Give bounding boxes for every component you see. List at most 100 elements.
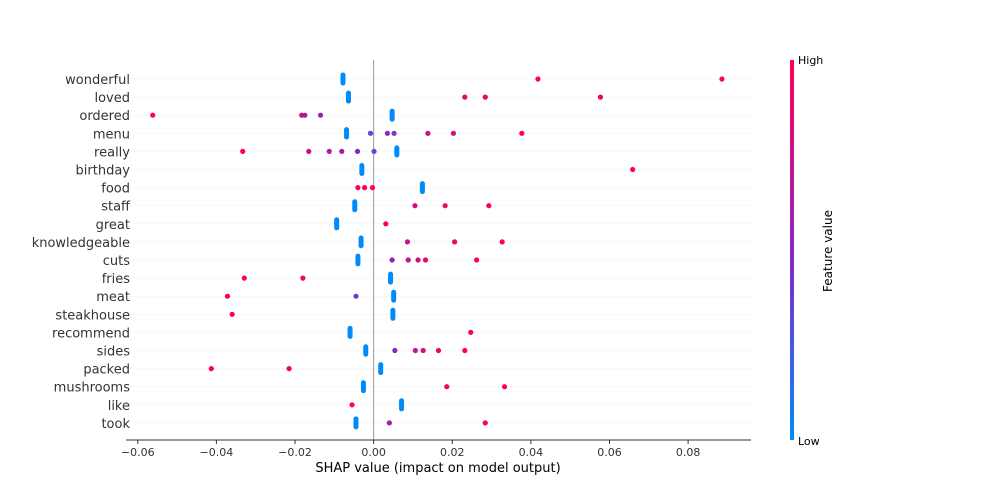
data-points [150, 72, 725, 430]
feature-label: wonderful [65, 73, 130, 88]
point-cluster [419, 181, 425, 195]
data-point [468, 329, 474, 335]
data-point [353, 293, 359, 299]
data-point [306, 148, 312, 154]
feature-label: really [94, 145, 130, 160]
data-point [415, 257, 421, 263]
data-point [486, 203, 492, 209]
x-tick-label: −0.02 [278, 446, 312, 459]
data-point [326, 148, 332, 154]
x-tick-label: 0.08 [676, 446, 701, 459]
data-point [302, 112, 308, 118]
colorbar: High Low Feature value [790, 54, 835, 448]
data-point [422, 257, 429, 263]
data-point [300, 275, 306, 281]
data-point [535, 76, 541, 82]
data-point [286, 366, 292, 372]
feature-label: fries [102, 272, 131, 287]
colorbar-low-label: Low [798, 435, 820, 448]
point-cluster [355, 253, 361, 267]
point-cluster [399, 398, 405, 412]
point-cluster [347, 325, 353, 339]
data-point [369, 185, 376, 191]
data-point [482, 420, 488, 426]
data-point [241, 275, 247, 281]
feature-label: knowledgeable [32, 236, 130, 251]
data-point [224, 293, 231, 299]
colorbar-gradient [790, 60, 794, 440]
x-tick-label: 0.06 [597, 446, 622, 459]
point-cluster [363, 344, 369, 357]
feature-label: meat [96, 290, 130, 305]
feature-label: packed [83, 363, 130, 378]
data-point [597, 94, 604, 100]
point-cluster [360, 380, 366, 394]
data-point [349, 402, 355, 408]
x-tick-label: −0.06 [121, 446, 155, 459]
data-point [482, 94, 488, 100]
feature-label: staff [101, 200, 131, 215]
feature-label: steakhouse [55, 308, 130, 323]
data-point [462, 94, 468, 100]
colorbar-title: Feature value [821, 210, 835, 292]
x-tick-label: −0.04 [200, 446, 234, 459]
feature-label: loved [94, 91, 130, 106]
data-point [362, 185, 368, 191]
data-point [412, 203, 418, 209]
point-cluster [345, 90, 351, 104]
point-cluster [378, 362, 384, 376]
point-cluster [359, 163, 365, 176]
data-point [462, 347, 468, 354]
data-point [474, 257, 480, 263]
feature-label: like [108, 399, 130, 414]
point-cluster [389, 108, 395, 122]
point-cluster [344, 127, 350, 140]
point-cluster [390, 307, 396, 321]
point-cluster [352, 199, 358, 213]
data-point [420, 347, 426, 354]
feature-label: sides [97, 345, 131, 360]
data-point [412, 347, 418, 354]
point-cluster [340, 72, 346, 86]
data-point [444, 384, 450, 390]
data-point [501, 384, 508, 390]
feature-label: mushrooms [54, 381, 131, 396]
x-axis-label: SHAP value (impact on model output) [315, 461, 560, 476]
colorbar-high-label: High [798, 54, 823, 67]
x-tick-label: 0.00 [361, 446, 386, 459]
x-tick-label: 0.04 [519, 446, 544, 459]
point-cluster [388, 271, 394, 285]
data-point [435, 347, 442, 354]
data-point [339, 148, 345, 154]
feature-label: ordered [79, 109, 130, 124]
point-cluster [358, 235, 364, 249]
row-gridlines [126, 78, 751, 424]
data-point [383, 221, 389, 227]
feature-label: took [101, 417, 130, 432]
feature-label: great [96, 218, 130, 233]
data-point [386, 420, 392, 426]
data-point [404, 239, 411, 245]
data-point [450, 130, 457, 136]
point-cluster [391, 289, 397, 303]
point-cluster [394, 145, 400, 158]
x-tick-label: 0.02 [440, 446, 465, 459]
data-point [719, 76, 725, 82]
feature-label: recommend [52, 326, 130, 341]
data-point [384, 130, 390, 136]
feature-label: menu [93, 127, 130, 142]
data-point [240, 148, 246, 154]
feature-label: food [101, 182, 130, 197]
data-point [452, 239, 458, 245]
data-point [355, 185, 361, 191]
data-point [367, 130, 374, 136]
data-point [317, 112, 324, 118]
data-point [630, 166, 636, 173]
data-point [354, 148, 361, 154]
data-point [208, 366, 214, 372]
data-point [442, 203, 448, 209]
data-point [371, 148, 377, 154]
data-point [405, 257, 411, 263]
data-point [150, 112, 156, 118]
